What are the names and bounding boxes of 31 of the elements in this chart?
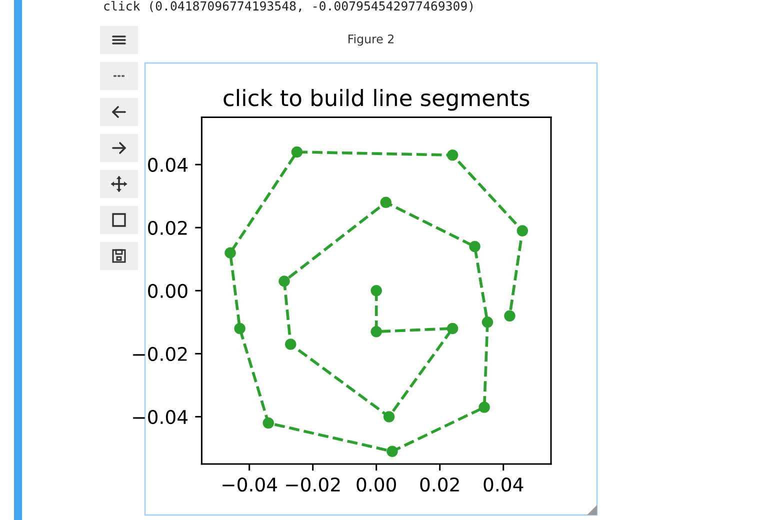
y-tick-label: 0.00 xyxy=(148,284,188,298)
y-tick-label: 0.04 xyxy=(148,158,188,172)
point xyxy=(469,240,480,252)
point xyxy=(504,310,516,322)
point xyxy=(446,149,458,161)
point xyxy=(284,338,296,350)
chart-title: click to build line segments xyxy=(224,88,530,111)
point xyxy=(446,322,458,334)
point xyxy=(234,322,246,334)
point xyxy=(482,316,494,328)
point xyxy=(383,411,395,422)
x-tick-label: −0.04 xyxy=(222,477,278,492)
point xyxy=(370,326,382,338)
point xyxy=(262,417,274,429)
text: click (0.04187096774193548, -0.007954542977469309) xyxy=(104,0,473,12)
point xyxy=(278,276,290,287)
y-tick-label: −0.02 xyxy=(133,346,187,362)
y-tick-label: −0.04 xyxy=(133,410,188,424)
point xyxy=(516,225,528,236)
y-tick-label: 0.02 xyxy=(148,220,187,236)
point xyxy=(386,446,398,458)
point xyxy=(478,402,490,413)
point xyxy=(224,247,236,258)
caption: Figure 2 xyxy=(348,34,394,46)
x-tick-label: 0.04 xyxy=(484,477,524,492)
point xyxy=(370,285,382,296)
x-tick-label: 0.00 xyxy=(356,477,396,492)
point xyxy=(380,196,392,208)
point xyxy=(291,146,303,158)
x-tick-label: −0.02 xyxy=(286,477,340,492)
x-tick-label: 0.02 xyxy=(420,477,459,492)
